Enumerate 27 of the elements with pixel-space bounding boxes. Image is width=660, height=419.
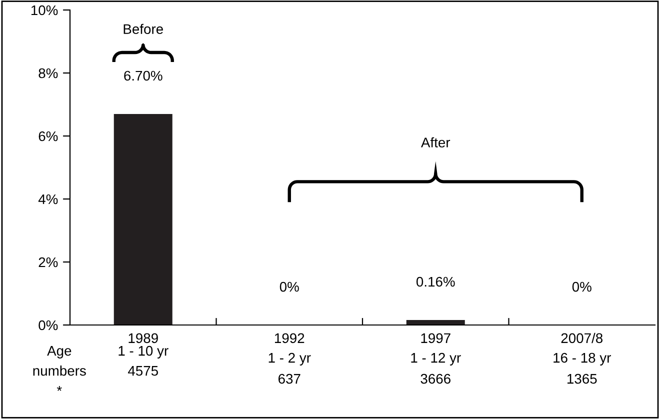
y-tick-label: 0% xyxy=(38,320,58,330)
annotation: Before xyxy=(124,24,163,34)
y-tick-label: 10% xyxy=(31,5,58,16)
x-tick-label: 1992 xyxy=(274,333,304,344)
y-tick-label: 6% xyxy=(38,131,58,142)
x-tick-label: 2007/8 xyxy=(561,332,603,344)
y-tick-label: 4% xyxy=(38,194,58,204)
x-tick-label: 1989 xyxy=(128,333,158,344)
data-label: 0.16% xyxy=(416,276,455,287)
text: 3666 xyxy=(420,374,450,384)
y-tick-label: 8% xyxy=(38,68,58,78)
text: numbers xyxy=(33,366,86,376)
data-label: 6.70% xyxy=(124,70,162,81)
text: 637 xyxy=(278,374,300,384)
annotation: After xyxy=(420,137,450,148)
text: 1 - 12 yr xyxy=(411,352,461,366)
x-tick-label: 1997 xyxy=(421,333,450,344)
text: 1 - 2 yr xyxy=(268,352,311,366)
text: 16 - 18 yr xyxy=(554,352,611,366)
data-label: 0% xyxy=(572,282,592,292)
text: 1 - 10 yr xyxy=(118,346,168,358)
data-label: 0% xyxy=(280,282,299,292)
text: * xyxy=(56,386,62,391)
text: Age xyxy=(47,346,72,358)
text: 4575 xyxy=(128,366,158,376)
y-tick-label: 2% xyxy=(38,257,58,268)
text: 1365 xyxy=(567,374,597,384)
